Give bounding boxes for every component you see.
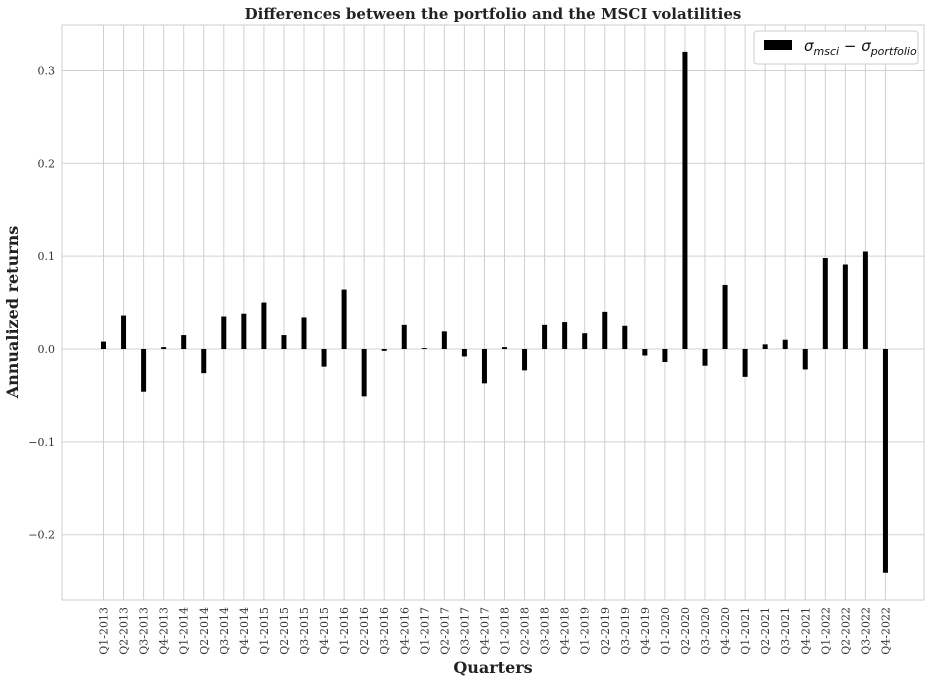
bar: [361, 349, 367, 397]
x-tick-label: Q1-2016: [338, 607, 351, 655]
bar: [141, 349, 147, 392]
bar: [722, 284, 728, 349]
bar: [321, 349, 327, 367]
x-tick-label: Q3-2020: [699, 607, 712, 655]
y-tick-label: 0.2: [38, 157, 56, 170]
x-axis-title: Quarters: [453, 658, 532, 677]
bar: [261, 302, 267, 349]
x-tick-labels: Q1-2013 Q2-2013 Q3-2013 Q4-2013 Q1-2014 Q2-20…: [98, 607, 893, 655]
x-tick-label: Q1-2022: [819, 607, 832, 655]
x-tick-label: Q2-2013: [118, 607, 131, 655]
bar: [622, 325, 628, 349]
x-tick-label: Q4-2021: [799, 607, 812, 655]
bar: [642, 349, 648, 356]
bar: [822, 258, 828, 349]
y-tick-labels: −0.2 −0.1 0.0 0.1 0.2 0.3: [28, 64, 55, 541]
x-tick-label: Q3-2013: [138, 607, 151, 655]
x-tick-label: Q1-2014: [178, 607, 191, 655]
x-tick-label: Q2-2018: [519, 607, 532, 655]
bar: [582, 333, 588, 349]
x-tick-label: Q4-2017: [478, 607, 491, 655]
x-tick-label: Q2-2017: [438, 607, 451, 655]
y-axis-title: Annualized returns: [3, 226, 22, 400]
x-tick-label: Q2-2014: [198, 607, 211, 655]
legend-box: [753, 30, 919, 65]
x-tick-label: Q1-2013: [98, 607, 111, 655]
bar: [602, 311, 608, 349]
x-tick-label: Q4-2019: [639, 607, 652, 655]
bar: [762, 344, 768, 349]
bar: [882, 349, 888, 573]
y-tick-label: 0.0: [38, 343, 56, 356]
x-tick-label: Q4-2016: [398, 607, 411, 655]
x-tick-label: Q3-2017: [458, 607, 471, 655]
x-tick-label: Q4-2018: [559, 607, 572, 655]
bar: [562, 322, 568, 349]
bar: [461, 349, 467, 357]
chart-title: Differences between the portfolio and th…: [245, 5, 742, 23]
x-tick-label: Q3-2016: [378, 607, 391, 655]
bar: [702, 349, 708, 366]
bar: [742, 349, 748, 377]
x-tick-label: Q1-2017: [418, 607, 431, 655]
bar: [441, 331, 447, 349]
bar: [241, 313, 247, 349]
x-tick-label: Q2-2020: [679, 607, 692, 655]
x-tick-label: Q2-2015: [278, 607, 291, 655]
bars: [101, 51, 888, 573]
bar: [802, 349, 808, 370]
y-tick-label: −0.1: [28, 436, 55, 449]
plot-frame: [61, 24, 925, 601]
legend: σmsci − σportfolio: [753, 30, 919, 65]
bar: [502, 347, 507, 349]
x-tick-label: Q3-2022: [859, 607, 872, 655]
bar: [301, 317, 307, 349]
x-tick-label: Q4-2013: [158, 607, 171, 655]
bar: [662, 349, 668, 362]
x-tick-label: Q4-2022: [879, 607, 892, 655]
bar: [842, 264, 848, 349]
x-tick-label: Q3-2018: [539, 607, 552, 655]
bar: [341, 289, 347, 349]
x-tick-label: Q1-2021: [739, 607, 752, 655]
x-tick-label: Q3-2021: [779, 607, 792, 655]
bar: [782, 339, 788, 349]
x-tick-label: Q1-2018: [499, 607, 512, 655]
bar: [542, 324, 548, 349]
x-tick-label: Q2-2021: [759, 607, 772, 655]
bar: [401, 324, 407, 349]
x-tick-label: Q3-2015: [298, 607, 311, 655]
x-tick-label: Q2-2022: [839, 607, 852, 655]
grid-lines: [62, 25, 924, 600]
bar: [481, 349, 487, 384]
x-tick-label: Q1-2020: [659, 607, 672, 655]
bar: [682, 51, 688, 349]
x-tick-label: Q4-2014: [238, 607, 251, 655]
bar: [121, 315, 127, 349]
bar: [181, 335, 187, 349]
x-tick-label: Q2-2019: [599, 607, 612, 655]
bar: [161, 347, 167, 349]
bar: [381, 349, 387, 351]
x-tick-label: Q4-2015: [318, 607, 331, 655]
bar: [522, 349, 528, 371]
x-tick-label: Q3-2014: [218, 607, 231, 655]
x-tick-label: Q3-2019: [619, 607, 632, 655]
bar: [862, 251, 868, 349]
x-tick-label: Q4-2020: [719, 607, 732, 655]
y-tick-label: 0.1: [38, 250, 56, 263]
bar: [281, 335, 287, 349]
bar: [421, 348, 427, 349]
x-tick-label: Q1-2019: [579, 607, 592, 655]
bar: [101, 341, 106, 349]
x-tick-label: Q1-2015: [258, 607, 271, 655]
y-tick-label: 0.3: [38, 64, 56, 77]
bar: [221, 316, 227, 349]
legend-swatch: [764, 40, 792, 50]
x-tick-label: Q2-2016: [358, 607, 371, 655]
y-tick-label: −0.2: [28, 529, 55, 542]
bar: [201, 349, 207, 374]
